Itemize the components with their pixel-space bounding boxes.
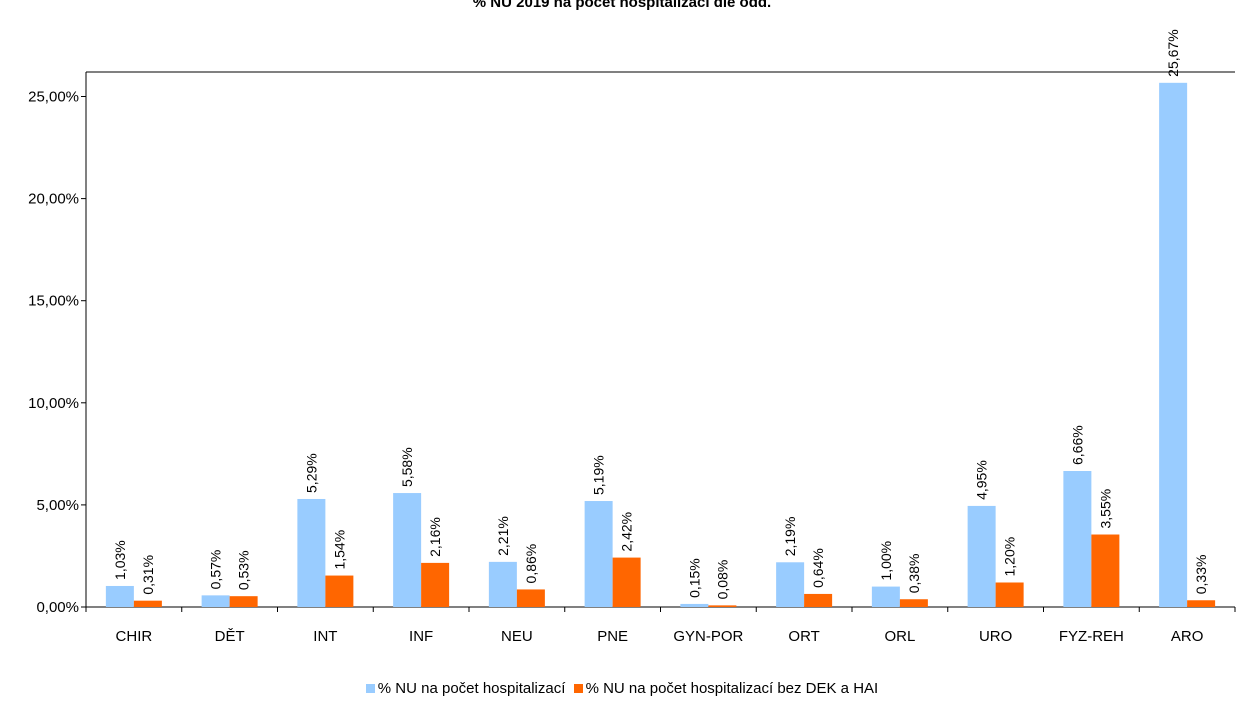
y-tick-label: 25,00% xyxy=(28,89,79,106)
legend-label-series-1: % NU na počet hospitalizací xyxy=(377,680,566,697)
legend-swatch-series-2 xyxy=(573,684,583,693)
y-tick-label: 15,00% xyxy=(28,293,79,310)
data-label: 5,29% xyxy=(303,453,319,493)
data-label: 1,54% xyxy=(331,530,347,570)
bar-series-2 xyxy=(1187,600,1216,607)
data-label: 1,03% xyxy=(112,540,128,580)
x-tick-label: PNE xyxy=(597,628,628,645)
data-label: 0,31% xyxy=(140,555,156,595)
x-tick-label: ORT xyxy=(788,628,819,645)
bar-series-2 xyxy=(612,557,641,607)
x-tick-label: FYZ-REH xyxy=(1059,628,1124,645)
bar-series-2 xyxy=(229,596,258,607)
legend-item-series-1: % NU na počet hospitalizací xyxy=(365,680,566,697)
data-label: 1,20% xyxy=(1002,537,1018,577)
bar-series-1 xyxy=(1063,471,1092,607)
x-tick-label: INF xyxy=(409,628,433,645)
bar-series-2 xyxy=(995,582,1024,607)
bar-series-1 xyxy=(776,562,805,607)
legend-item-series-2: % NU na počet hospitalizací bez DEK a HA… xyxy=(573,680,879,697)
data-label: 1,00% xyxy=(878,541,894,581)
data-label: 5,19% xyxy=(591,455,607,495)
legend: % NU na počet hospitalizací % NU na poče… xyxy=(0,680,1244,697)
bar-series-1 xyxy=(393,493,422,607)
y-tick-label: 5,00% xyxy=(36,497,79,514)
data-label: 5,58% xyxy=(399,447,415,487)
data-label: 0,15% xyxy=(686,558,702,598)
bar-series-2 xyxy=(708,605,737,607)
x-tick-label: DĚT xyxy=(215,628,245,645)
x-tick-label: GYN-POR xyxy=(673,628,743,645)
bar-series-2 xyxy=(899,599,928,607)
x-tick-label: CHIR xyxy=(116,628,153,645)
data-label: 25,67% xyxy=(1165,29,1181,76)
bar-series-1 xyxy=(1159,82,1188,608)
bar-series-1 xyxy=(105,585,134,607)
data-label: 2,16% xyxy=(427,517,443,557)
bar-series-1 xyxy=(488,561,517,607)
bar-series-2 xyxy=(1091,534,1120,607)
data-label: 6,66% xyxy=(1069,425,1085,465)
data-label: 4,95% xyxy=(974,460,990,500)
data-label: 2,42% xyxy=(619,512,635,552)
data-label: 0,64% xyxy=(810,548,826,588)
bar-series-1 xyxy=(680,603,709,607)
bar-series-2 xyxy=(325,575,354,607)
bar-series-2 xyxy=(804,593,833,607)
bar-series-1 xyxy=(584,501,613,607)
x-tick-label: INT xyxy=(313,628,337,645)
data-label: 2,21% xyxy=(495,516,511,556)
bar-series-2 xyxy=(133,600,162,607)
legend-label-series-2: % NU na počet hospitalizací bez DEK a HA… xyxy=(585,680,879,697)
legend-swatch-series-1 xyxy=(365,684,375,693)
data-labels: 1,03% 0,31% 0,57% 0,53% 5,29% 1,54% 5,58% 2,16%… xyxy=(112,29,1209,599)
data-label: 2,19% xyxy=(782,517,798,557)
data-label: 0,38% xyxy=(906,554,922,594)
x-tick-label: ORL xyxy=(884,628,915,645)
chart-title: % NU 2019 na počet hospitalizací dle odd… xyxy=(472,0,772,11)
data-label: 3,55% xyxy=(1097,489,1113,529)
y-tick-label: 0,00% xyxy=(36,599,79,616)
bar-series-1 xyxy=(967,505,996,607)
bar-series-2 xyxy=(516,589,545,607)
x-tick-label: URO xyxy=(979,628,1012,645)
data-label: 0,57% xyxy=(208,550,224,590)
bar-series-1 xyxy=(297,498,326,607)
data-label: 0,53% xyxy=(236,550,252,590)
data-label: 0,33% xyxy=(1193,555,1209,595)
bar-series-1 xyxy=(871,586,900,607)
data-label: 0,08% xyxy=(714,560,730,600)
bar-series-2 xyxy=(421,562,450,607)
x-tick-label: NEU xyxy=(501,628,533,645)
data-label: 0,86% xyxy=(523,544,539,584)
bar-series-1 xyxy=(201,595,230,607)
bars xyxy=(105,82,1216,608)
x-tick-label: ARO xyxy=(1171,628,1204,645)
y-tick-label: 20,00% xyxy=(28,191,79,208)
axes: 0,00% 5,00% 10,00% 15,00% 20,00% 25,00% CHIR DĚ… xyxy=(28,71,1236,645)
y-tick-label: 10,00% xyxy=(28,395,79,412)
